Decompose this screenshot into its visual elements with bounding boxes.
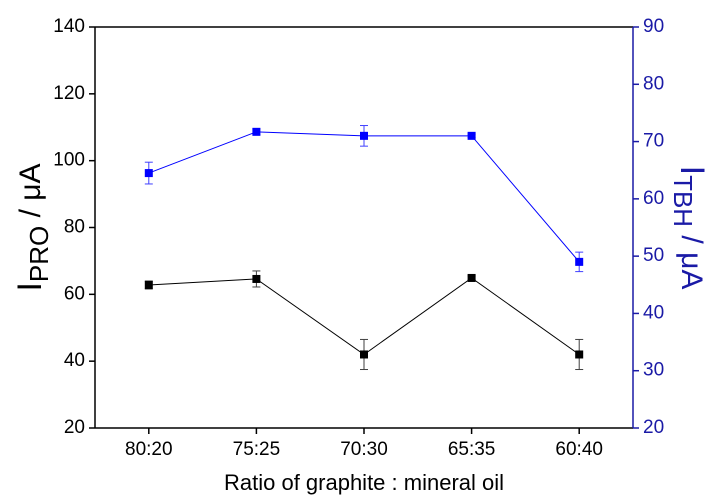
y2label-sub: TBH <box>668 175 698 227</box>
point <box>467 273 476 282</box>
ylabel-main: I <box>11 282 49 291</box>
y-tick-label: 140 <box>53 16 85 37</box>
x-tick-label: 80:20 <box>125 439 173 460</box>
y-tick-label: 100 <box>53 150 85 171</box>
y2-tick-label: 30 <box>643 360 664 381</box>
y-tick-label: 60 <box>64 283 85 304</box>
y2-tick-label: 90 <box>643 16 664 37</box>
y2-tick-label: 70 <box>643 131 664 152</box>
x-tick-label: 65:35 <box>448 439 496 460</box>
y-tick-label: 40 <box>64 350 85 371</box>
x-axis-label: Ratio of graphite : mineral oil <box>224 470 504 495</box>
x-tick-label: 60:40 <box>555 439 603 460</box>
y2-tick-label: 60 <box>643 188 664 209</box>
y2label-title: ITBH / μA <box>668 166 711 290</box>
point <box>575 257 584 266</box>
x-tick-label: 70:30 <box>340 439 388 460</box>
point <box>144 280 153 289</box>
y2-tick-label: 50 <box>643 245 664 266</box>
y2-tick-label: 80 <box>643 73 664 94</box>
series-line <box>148 131 580 263</box>
point <box>467 131 476 140</box>
y2-tick-label: 40 <box>643 302 664 323</box>
y-tick-label: 120 <box>53 83 85 104</box>
ylabel-unit: / μA <box>14 163 47 225</box>
point <box>252 127 261 136</box>
y2label-unit: / μA <box>675 227 708 289</box>
y2-tick-label: 20 <box>643 417 664 438</box>
point <box>360 131 368 140</box>
ylabel-title: IPRO / μA <box>11 163 54 291</box>
x-tick-label: 75:25 <box>233 439 281 460</box>
y2label-main: I <box>673 166 711 175</box>
point <box>252 274 261 283</box>
y-tick-label: 20 <box>64 417 85 438</box>
point <box>360 350 368 359</box>
ylabel-sub: PRO <box>24 226 54 282</box>
y-tick-label: 80 <box>64 217 85 238</box>
point <box>575 350 584 359</box>
point <box>144 169 153 178</box>
